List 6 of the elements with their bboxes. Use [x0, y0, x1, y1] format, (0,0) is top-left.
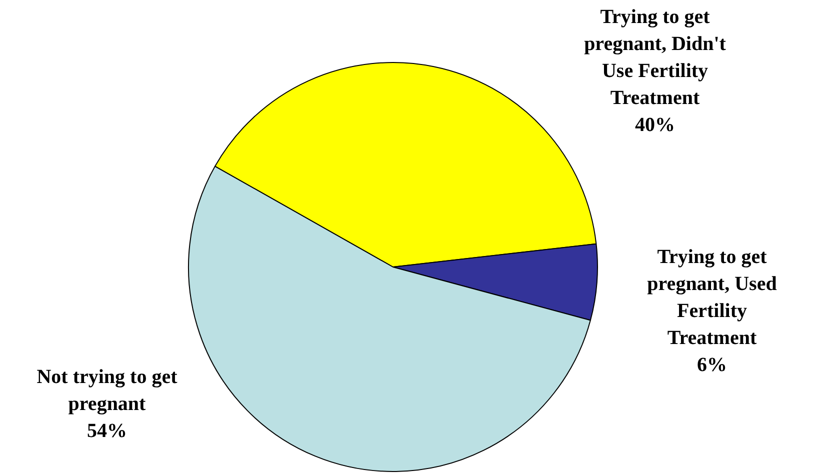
slice-label: Not trying to get pregnant — [36, 366, 178, 416]
data-label: 6% — [697, 354, 727, 376]
data-label: 54% — [87, 420, 127, 442]
slice-label: Trying to get pregnant, Used Fertility Treatment — [647, 246, 777, 350]
data-label: 40% — [635, 114, 675, 136]
slice-label: Trying to get pregnant, Didn't Use Fertility Treatment — [584, 6, 726, 110]
